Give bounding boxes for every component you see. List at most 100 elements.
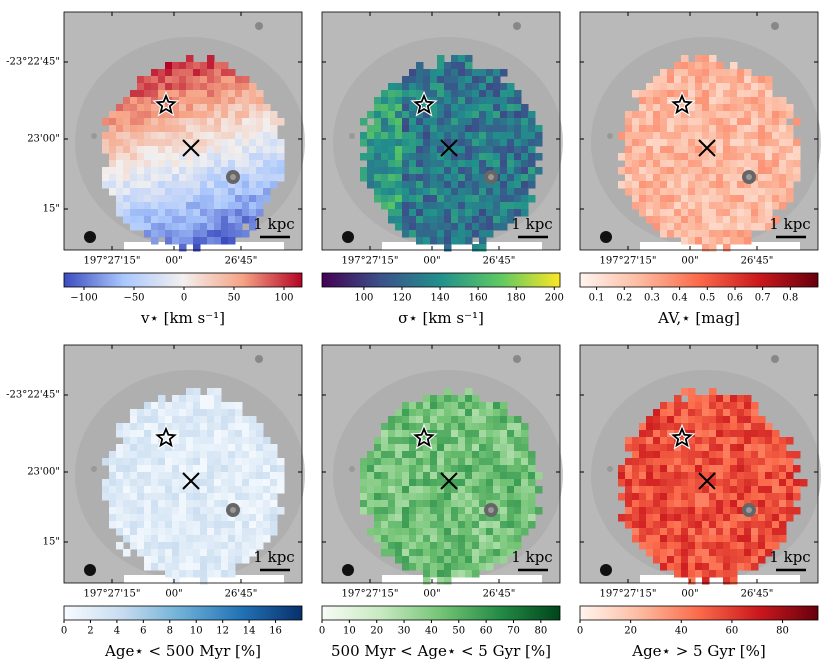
spaxel	[709, 202, 717, 210]
spaxel	[172, 125, 180, 133]
spaxel	[186, 409, 194, 417]
spaxel	[430, 500, 438, 508]
spaxel	[144, 514, 152, 522]
spaxel	[395, 139, 403, 147]
spaxel	[716, 76, 724, 84]
spaxel	[423, 139, 431, 147]
spaxel	[437, 556, 445, 564]
spaxel	[109, 500, 117, 508]
spaxel	[235, 216, 243, 224]
spaxel	[144, 542, 152, 550]
spaxel	[674, 542, 682, 550]
spaxel	[193, 479, 201, 487]
spaxel	[660, 160, 668, 168]
spaxel	[416, 451, 424, 459]
spaxel	[514, 486, 522, 494]
spaxel	[381, 507, 389, 515]
spaxel	[479, 160, 487, 168]
spaxel	[751, 409, 759, 417]
spaxel	[625, 507, 633, 515]
spaxel	[702, 542, 710, 550]
colorbar-tick-label: 0.6	[727, 293, 743, 304]
spaxel	[639, 528, 647, 536]
spaxel	[786, 500, 794, 508]
spaxel	[458, 437, 466, 445]
spaxel	[765, 479, 773, 487]
spaxel	[702, 577, 710, 585]
spaxel	[242, 437, 250, 445]
spaxel	[200, 139, 208, 147]
spaxel	[646, 174, 654, 182]
spaxel	[451, 195, 459, 203]
spaxel	[632, 528, 640, 536]
spaxel	[765, 500, 773, 508]
spaxel	[507, 493, 515, 501]
spaxel	[172, 535, 180, 543]
spaxel	[221, 195, 229, 203]
spaxel	[681, 521, 689, 529]
spaxel	[207, 465, 215, 473]
spaxel	[423, 514, 431, 522]
spaxel	[737, 444, 745, 452]
spaxel	[165, 195, 173, 203]
spaxel	[493, 444, 501, 452]
spaxel	[632, 146, 640, 154]
spaxel	[416, 528, 424, 536]
spaxel	[744, 479, 752, 487]
spaxel	[472, 104, 480, 112]
spaxel	[402, 549, 410, 557]
spaxel	[165, 202, 173, 210]
spaxel	[186, 570, 194, 578]
spaxel	[688, 416, 696, 424]
spaxel	[144, 402, 152, 410]
spaxel	[702, 104, 710, 112]
spaxel	[165, 479, 173, 487]
spaxel	[179, 181, 187, 189]
spaxel	[716, 174, 724, 182]
spaxel	[256, 104, 264, 112]
spaxel	[193, 402, 201, 410]
spaxel	[158, 444, 166, 452]
spaxel	[207, 514, 215, 522]
spaxel	[214, 388, 222, 396]
spaxel	[200, 111, 208, 119]
spaxel	[165, 118, 173, 126]
spaxel	[688, 444, 696, 452]
spaxel	[430, 549, 438, 557]
spaxel	[430, 535, 438, 543]
spaxel	[179, 216, 187, 224]
spaxel	[381, 437, 389, 445]
spaxel	[409, 160, 417, 168]
spaxel	[367, 153, 375, 161]
frame	[321, 11, 561, 251]
spaxel	[493, 416, 501, 424]
spaxel	[186, 430, 194, 438]
spaxel	[374, 132, 382, 140]
spaxel	[151, 90, 159, 98]
spaxel	[270, 153, 278, 161]
spaxel	[444, 153, 452, 161]
spaxel	[409, 451, 417, 459]
spaxel	[507, 472, 515, 480]
spaxel	[437, 451, 445, 459]
spaxel	[409, 437, 417, 445]
spaxel	[270, 111, 278, 119]
spaxel	[737, 167, 745, 175]
spaxel	[695, 451, 703, 459]
spaxel	[130, 167, 138, 175]
spaxel	[207, 388, 215, 396]
spaxel	[130, 153, 138, 161]
spaxel	[430, 195, 438, 203]
spaxel	[256, 132, 264, 140]
spaxel	[200, 430, 208, 438]
spaxel	[702, 521, 710, 529]
spaxel	[256, 437, 264, 445]
spaxel	[256, 139, 264, 147]
spaxel	[137, 472, 145, 480]
spaxel	[688, 139, 696, 147]
spaxel	[109, 139, 117, 147]
spaxel	[207, 202, 215, 210]
spaxel	[493, 111, 501, 119]
spaxel	[528, 521, 536, 529]
spaxel	[716, 69, 724, 77]
